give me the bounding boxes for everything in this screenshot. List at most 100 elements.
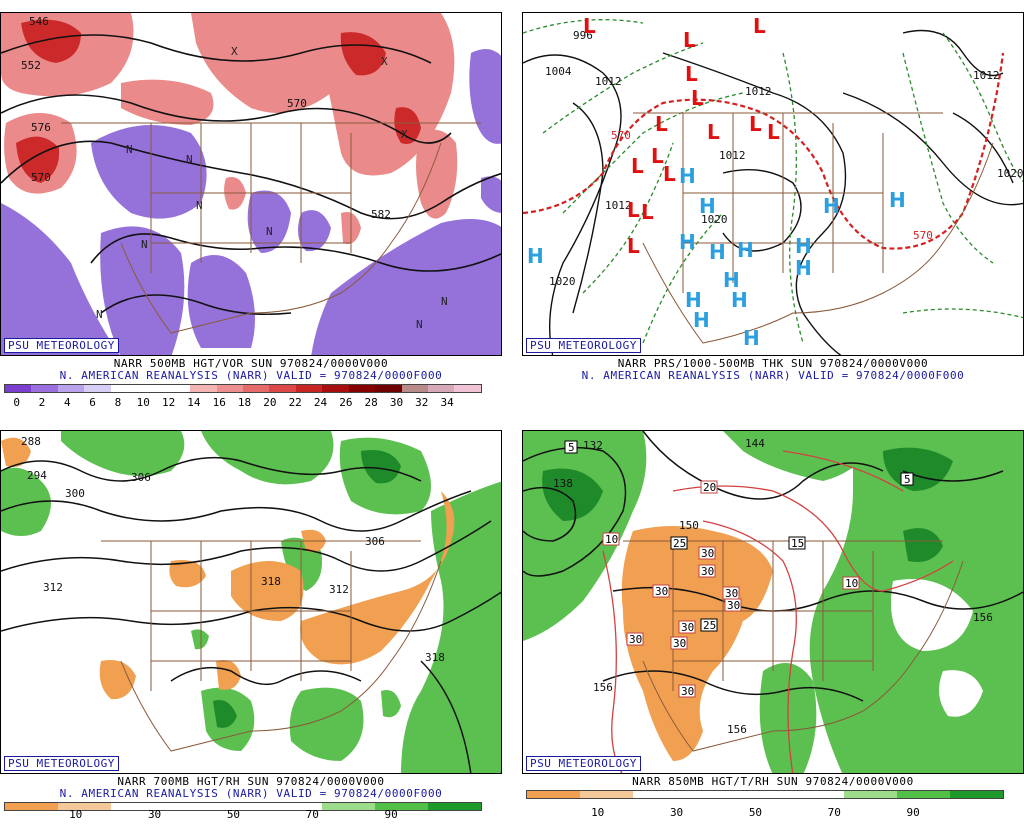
high-pressure-symbol: H: [685, 288, 702, 312]
map-700mb-humidity: 288 294 300 306 312 318 312 306 318: [0, 430, 502, 774]
colorbar-swatch: [579, 791, 633, 798]
psu-meteorology-badge: PSU METEOROLOGY: [526, 338, 641, 353]
colorbar-tick-label: 0: [13, 396, 20, 409]
vorticity-min-symbol: N: [196, 199, 203, 212]
high-pressure-symbol: H: [723, 268, 740, 292]
low-pressure-symbol: L: [749, 112, 762, 136]
temp-box: 30: [678, 684, 696, 698]
colorbar-swatch: [163, 385, 191, 392]
high-pressure-symbol: H: [743, 326, 760, 350]
colorbar-swatch: [216, 803, 270, 810]
colorbar-swatch: [269, 803, 323, 810]
colorbar-tick-label: 10: [136, 396, 150, 409]
temp-box: 10: [602, 532, 620, 546]
low-pressure-symbol: L: [583, 14, 596, 38]
temp-box: 25: [670, 536, 688, 550]
isobar-label: 1020: [549, 275, 576, 288]
contour-label: 546: [29, 15, 49, 28]
vorticity-colorbar: [4, 384, 482, 393]
colorbar-tick-label: 18: [237, 396, 252, 409]
colorbar-swatch: [375, 385, 402, 392]
colorbar-swatch: [57, 803, 111, 810]
colorbar-swatch: [163, 803, 217, 810]
low-pressure-symbol: L: [707, 120, 720, 144]
temp-label: 30: [681, 621, 694, 634]
contour-label: 294: [27, 469, 47, 482]
humidity-colorbar: [526, 790, 1004, 799]
colorbar-tick-label: 12: [161, 396, 176, 409]
panel-700mb-humidity: 288 294 300 306 312 318 312 306 318 PSU …: [0, 430, 502, 826]
vorticity-max-symbol: X: [401, 128, 408, 141]
temp-label: 30: [629, 633, 642, 646]
contour-label: 300: [65, 487, 85, 500]
psu-meteorology-badge: PSU METEOROLOGY: [4, 756, 119, 771]
low-pressure-symbol: L: [753, 14, 766, 38]
isobar-label: 1004: [545, 65, 572, 78]
psu-meteorology-badge: PSU METEOROLOGY: [4, 338, 119, 353]
contour-label: 318: [425, 651, 445, 664]
temp-box: 30: [652, 584, 670, 598]
contour-label: 318: [261, 575, 281, 588]
low-pressure-symbol: L: [691, 86, 704, 110]
colorbar-swatch: [454, 385, 481, 392]
temp-box: 10: [842, 576, 860, 590]
colorbar-swatch: [84, 385, 111, 392]
colorbar-swatch: [401, 385, 428, 392]
colorbar-tick-label: 50: [748, 806, 763, 819]
panel-title: NARR 700MB HGT/RH SUN 970824/0000V000: [117, 775, 385, 788]
vorticity-min-symbol: N: [416, 318, 423, 331]
temp-label: 30: [701, 565, 714, 578]
contour-label: 144: [745, 437, 765, 450]
high-pressure-symbol: H: [679, 164, 696, 188]
panel-valid-time: N. AMERICAN REANALYSIS (NARR) VALID = 97…: [581, 369, 965, 382]
temp-box: 30: [626, 632, 644, 646]
colorbar-swatch: [110, 803, 164, 810]
contour-label: 570: [287, 97, 307, 110]
colorbar-swatch: [216, 385, 243, 392]
contour-label: 552: [21, 59, 41, 72]
colorbar-swatch: [137, 385, 164, 392]
temp-box: 30: [698, 546, 716, 560]
colorbar-tick-label: 50: [226, 808, 241, 821]
vorticity-max-symbol: X: [381, 55, 388, 68]
isobar-label: 1012: [605, 199, 632, 212]
temp-label: 30: [725, 587, 738, 600]
colorbar-tick-label: 90: [384, 808, 398, 821]
high-pressure-symbol: H: [737, 238, 754, 262]
colorbar-swatch: [31, 385, 58, 392]
contour-label: 138: [553, 477, 573, 490]
high-pressure-symbol: H: [795, 234, 812, 258]
contour-label: 156: [593, 681, 613, 694]
colorbar-tick-label: 28: [364, 396, 378, 409]
colorbar-swatch: [844, 791, 898, 798]
colorbar-swatch: [897, 791, 951, 798]
temp-label: 5: [904, 473, 911, 486]
temp-box: 5: [900, 472, 914, 486]
colorbar-swatch: [5, 385, 32, 392]
temp-box: 15: [788, 536, 806, 550]
vorticity-min-symbol: N: [266, 225, 273, 238]
colorbar-swatch: [269, 385, 296, 392]
panel-pressure-thickness: 996 1004 1012 1012 1012 1020 1012 1020 1…: [522, 12, 1024, 408]
contour-label: 132: [583, 439, 603, 452]
panel-500mb-vorticity: 546 552 570 576 570 582 N N N N N N N N …: [0, 12, 502, 409]
temp-label: 15: [791, 537, 804, 550]
isobar-label: 1012: [719, 149, 746, 162]
colorbar-tick-label: 22: [288, 396, 302, 409]
temp-label: 10: [605, 533, 618, 546]
low-pressure-symbol: L: [685, 62, 698, 86]
temp-box: 20: [700, 480, 718, 494]
colorbar-tick-label: 30: [389, 396, 404, 409]
panel-valid-time: N. AMERICAN REANALYSIS (NARR) VALID = 97…: [59, 369, 443, 382]
temp-label: 30: [673, 637, 686, 650]
contour-label: 288: [21, 435, 41, 448]
colorbar-tick-label: 10: [591, 806, 605, 819]
temp-label: 30: [655, 585, 668, 598]
low-pressure-symbol: L: [655, 112, 668, 136]
temp-box: 30: [678, 620, 696, 634]
contour-label: 582: [371, 208, 391, 221]
colorbar-tick-label: 34: [440, 396, 454, 409]
low-pressure-symbol: L: [683, 28, 696, 52]
colorbar-swatch: [242, 385, 270, 392]
panel-valid-time: N. AMERICAN REANALYSIS (NARR) VALID = 97…: [59, 787, 443, 800]
